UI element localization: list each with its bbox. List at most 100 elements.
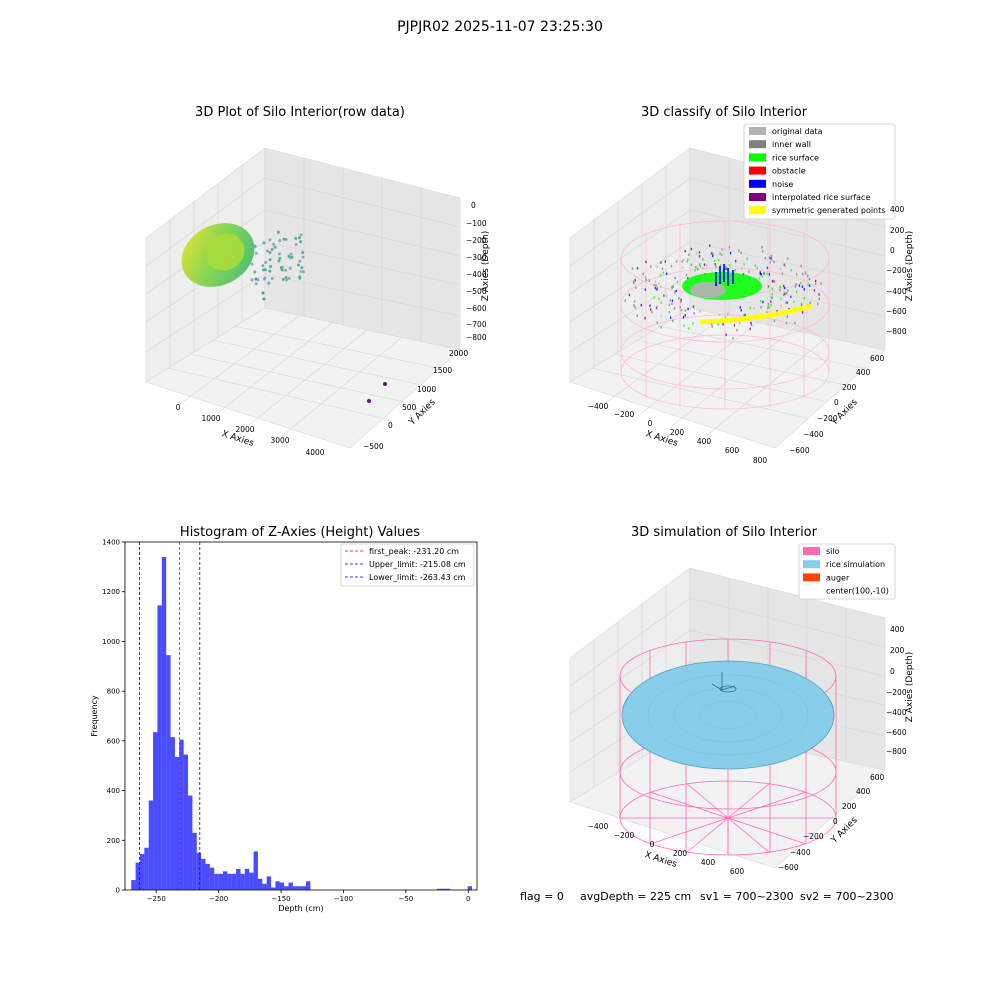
hist-legend-label: Lower_limit: -263.43 cm	[369, 573, 466, 582]
classify-point	[624, 299, 626, 302]
classify-point	[690, 263, 693, 267]
hist-ytick-label: 1400	[102, 539, 120, 547]
classify-point	[656, 321, 658, 324]
classify-point	[635, 286, 637, 289]
hist-bar	[131, 880, 136, 890]
classify-point	[699, 265, 701, 268]
hist-bar	[231, 873, 237, 890]
raw-scatter-point	[268, 250, 272, 254]
classify-point	[669, 299, 671, 302]
classify-point	[684, 249, 686, 253]
classify-point	[698, 263, 701, 266]
classify-point	[740, 251, 742, 254]
classify-ztick: 200	[890, 226, 905, 235]
classify-ytick: −600	[789, 446, 810, 455]
classify-point	[702, 258, 704, 261]
classify-point	[655, 306, 658, 309]
classify-xtick: 200	[670, 428, 685, 437]
hist-bar	[201, 858, 206, 890]
classify-point	[687, 277, 689, 280]
classify-point	[669, 316, 672, 319]
sim-legend-label: rice simulation	[826, 560, 885, 569]
raw-x-ticks: 0 1000 2000 3000 4000	[176, 403, 325, 457]
classify-point	[684, 309, 686, 312]
classify-point	[743, 263, 745, 266]
raw-scatter-point	[278, 239, 282, 243]
classify-point	[660, 314, 662, 317]
classify-point	[803, 297, 805, 300]
hist-xtick-label: −150	[271, 895, 290, 903]
classify-point	[695, 252, 698, 256]
classify-point	[785, 322, 788, 325]
classify-point	[650, 265, 652, 268]
sim-zlabel: Z Axies (Depth)	[905, 652, 915, 723]
sim-z-ticks: 400 200 0 −200 −400 −600 −800	[886, 625, 907, 756]
raw-ztick: −600	[466, 304, 487, 313]
raw-scatter-points	[250, 230, 305, 301]
sim-legend-swatch	[803, 547, 820, 555]
classify-xtick: 0	[648, 419, 653, 428]
classify-point	[790, 295, 792, 298]
classify-point	[634, 279, 636, 282]
classify-point	[793, 300, 795, 303]
sim-legend: silo rice simulation auger center(100,-10)	[798, 543, 896, 600]
sim-xtick: −200	[614, 831, 635, 840]
classify-point	[783, 284, 785, 288]
classify-point	[735, 259, 737, 263]
classify-point	[633, 282, 635, 285]
classify-point	[674, 291, 676, 294]
classify-symmetric-points	[699, 303, 813, 325]
raw-ztick: −700	[466, 320, 487, 329]
sim-y-ticks: −600 −400 −200 0 200 400 600	[778, 773, 885, 872]
classify-legend-label: symmetric generated points	[772, 206, 885, 215]
raw-ztick: −200	[466, 236, 487, 245]
classify-point	[738, 249, 740, 252]
hist-bar	[144, 847, 149, 890]
classify-point	[736, 328, 738, 332]
classify-xtick: 600	[725, 446, 740, 455]
classify-point	[795, 283, 797, 286]
raw-scatter-point	[269, 265, 273, 268]
classify-point	[672, 319, 674, 322]
hist-ylabel: Frequency	[90, 695, 99, 737]
classify-xtick: 400	[697, 437, 712, 446]
classify-point	[750, 321, 752, 325]
classify-point	[660, 285, 662, 288]
classify-point	[699, 310, 701, 313]
classify-point	[770, 254, 773, 258]
sim-ytick: −400	[790, 848, 811, 857]
raw-scatter-point	[289, 256, 293, 260]
raw-scatter-point	[281, 265, 284, 269]
classify-point	[698, 251, 701, 254]
footer-status: flag = 0 avgDepth = 225 cm sv1 = 700~230…	[520, 890, 894, 903]
classify-point	[748, 270, 750, 273]
classify-point	[660, 261, 662, 264]
classify-legend-label: original data	[772, 127, 823, 136]
classify-legend-swatch	[749, 193, 766, 201]
sim-legend-label: auger	[826, 573, 850, 582]
hist-bar	[170, 737, 175, 890]
classify-point	[798, 284, 801, 287]
hist-bar	[467, 886, 473, 890]
sim-ztick: 200	[890, 646, 905, 655]
raw-scatter-point	[284, 275, 288, 279]
classify-point	[779, 267, 782, 271]
classify-point	[712, 254, 714, 258]
classify-legend-label: interpolated rice surface	[772, 193, 870, 202]
raw-xtick: 4000	[305, 448, 324, 457]
classify-point	[653, 283, 655, 287]
classify-point	[801, 272, 804, 276]
classify-point	[682, 258, 685, 261]
raw-scatter-point	[250, 278, 254, 282]
sim-ytick: −600	[778, 863, 799, 872]
raw-scatter-point	[278, 256, 282, 260]
classify-ztick: 0	[890, 246, 895, 255]
hist-bar	[284, 886, 289, 890]
classify-point	[653, 296, 655, 299]
classify-point	[818, 297, 820, 301]
hist-bar	[262, 883, 267, 890]
hist-ytick-label: 200	[107, 837, 120, 845]
classify-point	[648, 279, 650, 282]
classify-point	[725, 265, 727, 268]
classify-point	[633, 300, 636, 303]
